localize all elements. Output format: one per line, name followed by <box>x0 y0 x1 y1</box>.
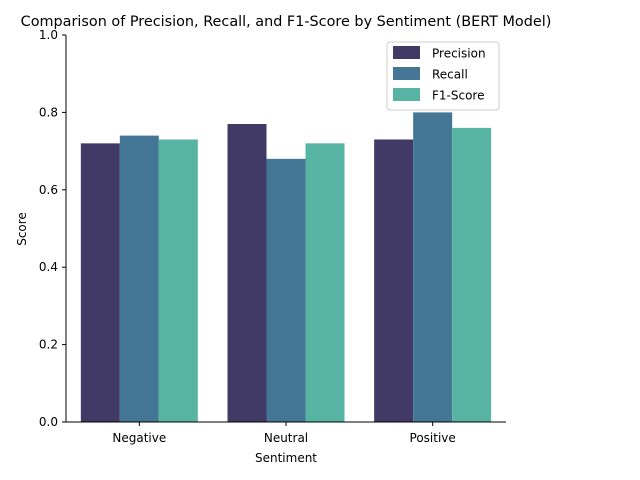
legend-swatch-f1-score <box>393 88 420 101</box>
bar-precision-neutral <box>227 124 267 422</box>
y-axis-label: Score <box>15 212 29 246</box>
chart-title: Comparison of Precision, Recall, and F1-… <box>21 14 552 30</box>
legend-label-precision: Precision <box>432 47 486 61</box>
x-tick-label: Neutral <box>264 431 308 445</box>
bar-recall-negative <box>119 135 159 422</box>
legend-swatch-recall <box>393 67 420 80</box>
bar-precision-negative <box>80 143 120 423</box>
y-tick-label: 0.0 <box>39 415 58 429</box>
y-tick-label: 0.8 <box>39 105 58 119</box>
legend-label-recall: Recall <box>432 68 468 82</box>
bar-precision-positive <box>374 139 414 423</box>
bar-recall-positive <box>413 112 453 423</box>
legend: Precision Recall F1-Score <box>386 41 500 111</box>
bar-recall-neutral <box>266 158 306 422</box>
ticks-layer: 0.0 0.2 0.4 0.6 0.8 1.0 Negative Neutral Positiv… <box>39 28 456 445</box>
bars-layer <box>80 112 492 423</box>
x-tick-label: Positive <box>410 431 456 445</box>
bar-f1-score-neutral <box>305 143 345 423</box>
y-tick-label: 0.2 <box>39 338 58 352</box>
y-tick-label: 0.4 <box>39 260 58 274</box>
legend-swatch-precision <box>393 46 420 59</box>
bar-f1-score-negative <box>158 139 198 423</box>
y-tick-label: 0.6 <box>39 183 58 197</box>
legend-label-f1-score: F1-Score <box>432 89 484 103</box>
x-axis-label: Sentiment <box>255 451 317 465</box>
bar-f1-score-positive <box>452 127 492 422</box>
x-tick-label: Negative <box>112 431 166 445</box>
y-tick-label: 1.0 <box>39 28 58 42</box>
